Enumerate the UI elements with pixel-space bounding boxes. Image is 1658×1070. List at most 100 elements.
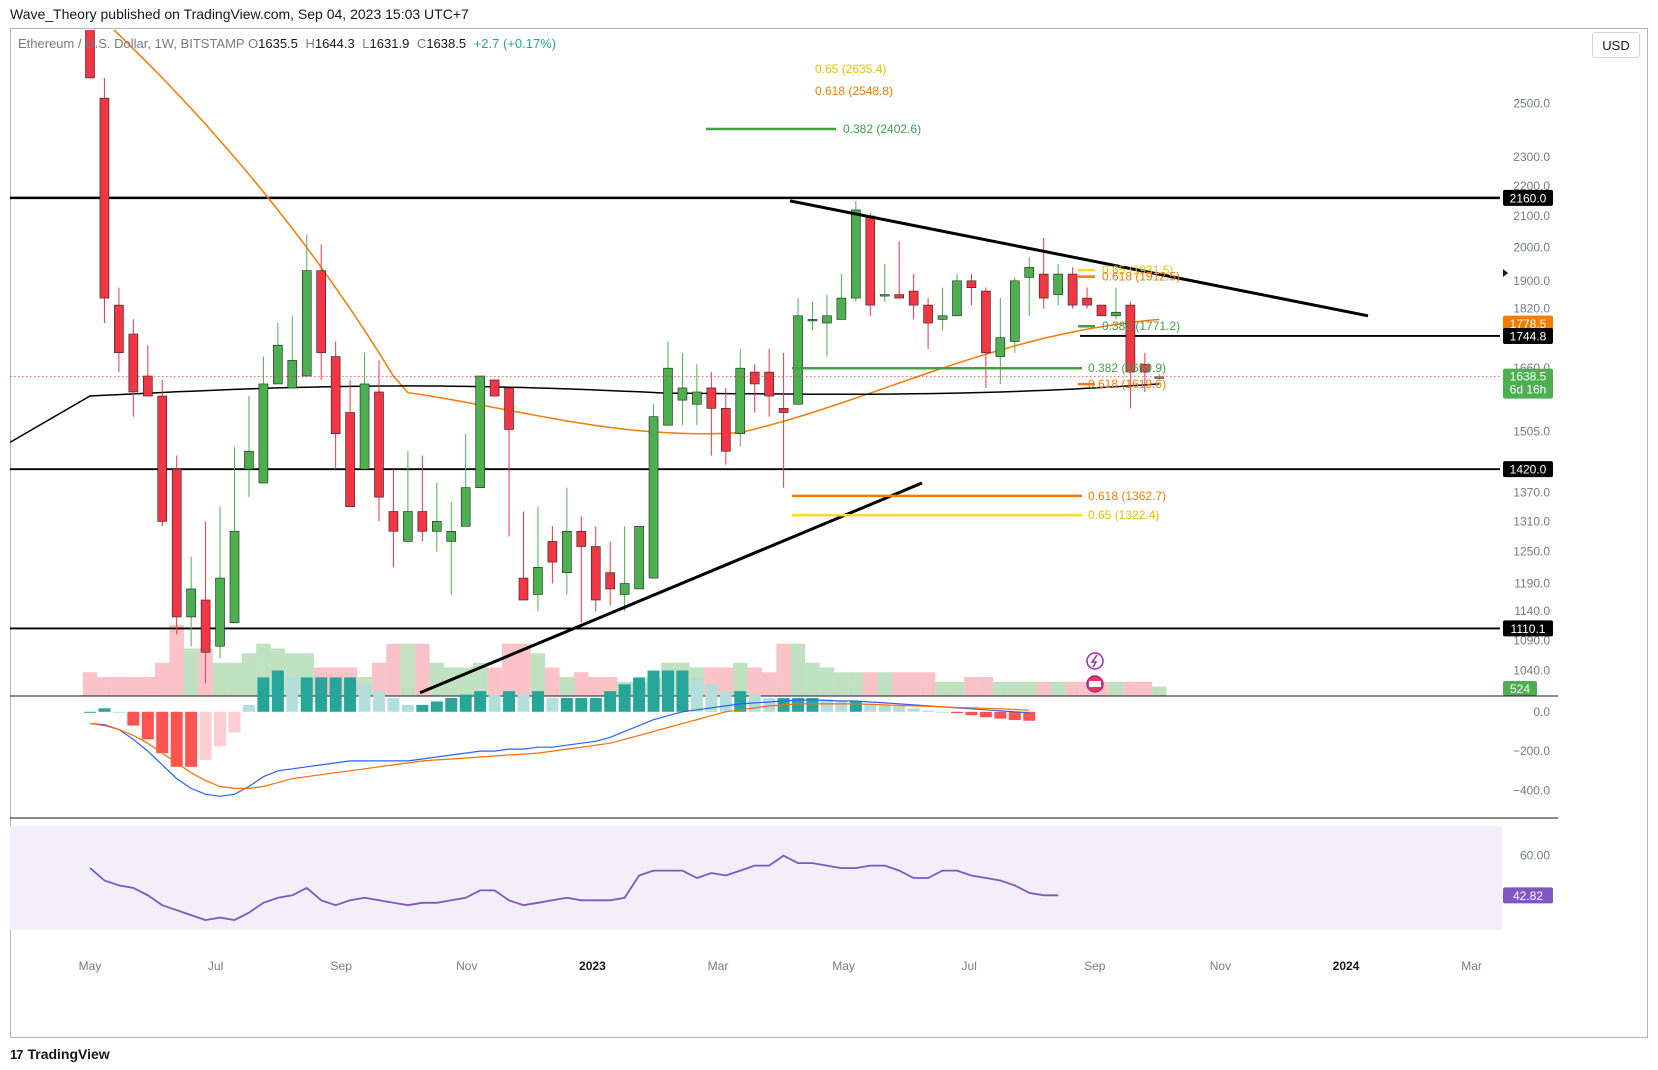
candle — [301, 234, 312, 377]
candle — [966, 274, 977, 306]
volume-bar — [877, 672, 892, 696]
candle — [1082, 287, 1092, 309]
macd-histogram-bar — [141, 711, 154, 740]
candle — [85, 30, 95, 79]
close-value: 1638.5 — [426, 36, 467, 51]
candle-body — [287, 360, 298, 389]
time-tick-label: 2024 — [1333, 959, 1360, 973]
candle-body — [952, 280, 962, 317]
candle — [460, 433, 471, 527]
candle — [995, 298, 1006, 384]
candle-body — [1038, 273, 1049, 299]
macd-histogram-bar — [474, 691, 487, 712]
sma-line — [10, 383, 1160, 444]
macd-histogram-bar — [387, 698, 400, 712]
candle — [229, 446, 240, 623]
volume-bar — [386, 643, 401, 696]
volume-bar — [516, 643, 531, 696]
price-tick-label: 2300.0 — [1513, 150, 1550, 164]
tradingview-logo-icon: 17 — [10, 1046, 24, 1062]
candle-body — [822, 315, 832, 324]
descending-trendline — [789, 199, 1369, 318]
candle-body — [489, 379, 500, 397]
volume-bar — [400, 643, 416, 696]
candle — [865, 213, 876, 316]
candle — [562, 487, 572, 595]
price-badge-label: 1744.8 — [1510, 329, 1547, 343]
fib-level-label: 0.618 (1912.5) — [1102, 270, 1180, 284]
candle — [258, 356, 269, 484]
volume-bar — [212, 662, 228, 696]
time-tick-label: Jul — [962, 959, 977, 973]
candle — [200, 521, 211, 684]
candle-body — [215, 577, 225, 647]
candle-body — [518, 577, 529, 601]
fib-level-label: 0.382 (2402.6) — [843, 122, 921, 136]
macd-histogram-bar — [951, 711, 963, 714]
macd-histogram-bar — [257, 677, 270, 712]
macd-line — [89, 699, 1030, 797]
bar-countdown: 6d 16h — [1510, 383, 1547, 397]
candle — [836, 274, 847, 320]
time-tick-label: 2023 — [579, 959, 606, 973]
macd-histogram-bar — [878, 704, 891, 712]
candle — [619, 526, 630, 612]
time-tick-label: Mar — [1461, 959, 1482, 973]
macd-histogram-bar — [690, 677, 703, 712]
ema-line — [113, 30, 1160, 435]
macd-histogram-bar — [979, 711, 992, 718]
candle-body — [851, 209, 861, 299]
macd-tick-label: −400.0 — [1513, 783, 1550, 797]
macd-histogram-bar — [286, 677, 299, 712]
candle — [128, 319, 139, 417]
macd-histogram-bar — [315, 677, 328, 712]
volume-bar — [1050, 681, 1066, 696]
price-tick-label: 2200.0 — [1513, 179, 1550, 193]
candle-body — [995, 337, 1006, 357]
candle — [244, 396, 254, 498]
low-value: 1631.9 — [369, 36, 410, 51]
fib-level-label: 0.65 (1931.5) — [1102, 263, 1173, 277]
volume-bar — [718, 667, 734, 696]
chart-frame[interactable] — [10, 28, 1648, 1038]
candle-body — [836, 297, 847, 320]
macd-histogram-bar — [806, 698, 819, 712]
volume-bar — [964, 677, 979, 696]
volume-bar — [733, 662, 748, 696]
candle-body — [431, 521, 442, 532]
volume-bar — [415, 643, 430, 696]
candle-body — [634, 525, 644, 590]
candle — [692, 364, 702, 426]
candle-body — [1067, 273, 1078, 306]
candle-body — [316, 270, 327, 354]
candle — [851, 200, 861, 302]
volume-bar — [183, 648, 199, 696]
volume-bar — [1152, 686, 1167, 696]
candle-body — [720, 408, 731, 452]
volume-bar — [227, 662, 242, 696]
currency-button[interactable]: USD — [1592, 32, 1640, 58]
macd-histogram-bar — [84, 711, 96, 713]
macd-histogram-bar — [185, 711, 198, 767]
candle-body — [706, 387, 717, 409]
macd-histogram-bar — [214, 711, 227, 747]
candle — [316, 244, 327, 380]
rsi-band — [10, 826, 1502, 930]
candle — [1140, 352, 1150, 392]
volume-bar — [993, 681, 1008, 696]
candle — [273, 323, 283, 385]
volume-bar — [819, 667, 835, 696]
candle-body — [1140, 363, 1150, 373]
price-tick-label: 1190.0 — [1514, 576, 1550, 590]
volume-bar — [545, 667, 560, 696]
price-badge-label: 1778.5 — [1510, 317, 1547, 331]
candle-body — [330, 356, 341, 435]
candle — [894, 241, 905, 299]
macd-histogram-bar — [965, 711, 978, 716]
candle-body — [937, 315, 948, 320]
volume-bar — [834, 672, 849, 696]
candle — [157, 379, 168, 527]
macd-histogram-bar — [575, 698, 588, 712]
price-tick-label: 1040.0 — [1513, 664, 1550, 678]
